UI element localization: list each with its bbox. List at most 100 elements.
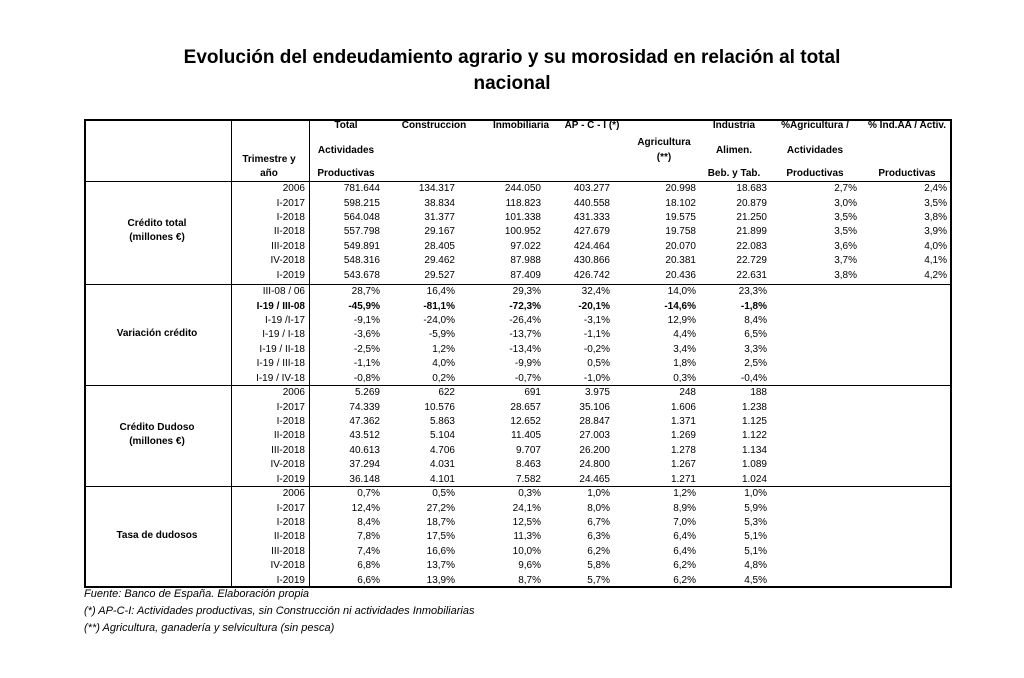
cell: 7,0%: [673, 517, 696, 528]
cell: 188: [750, 387, 767, 399]
cell: 118.823: [505, 197, 541, 209]
cell: 3,6%: [834, 240, 857, 252]
footnote: (*) AP-C-I: Actividades productivas, sin…: [84, 605, 475, 617]
cell: -5,9%: [428, 329, 455, 341]
cell: 3,5%: [834, 212, 857, 223]
cell: 12,9%: [667, 315, 696, 326]
cell: -0,7%: [514, 372, 541, 384]
cell: -0,4%: [740, 372, 767, 384]
rule: [84, 486, 950, 488]
cell: 18.102: [665, 197, 696, 209]
cell: 6,2%: [673, 574, 696, 586]
period: 2006: [282, 183, 305, 195]
cell: 6,8%: [357, 560, 380, 572]
title: Evolución del endeudamiento agrario y su…: [183, 47, 841, 68]
cell: 0,7%: [357, 488, 380, 500]
cell: 4,5%: [744, 574, 767, 586]
cell: 22.083: [736, 240, 767, 252]
period: I-2017: [276, 401, 305, 413]
period: II-2018: [273, 531, 305, 543]
cell: 4,0%: [924, 240, 947, 252]
cell: 1.238: [741, 401, 767, 413]
cell: 47.362: [349, 416, 380, 427]
cell: -1,0%: [583, 372, 610, 384]
period: I-19 / I-18: [262, 329, 305, 341]
cell: 6,2%: [673, 560, 696, 572]
section-label: Crédito total: [127, 218, 187, 230]
cell: 29.527: [424, 269, 455, 281]
rule: [84, 586, 950, 588]
cell: 4,0%: [432, 358, 455, 370]
cell: 2,7%: [834, 183, 857, 195]
cell: 40.613: [349, 444, 380, 456]
cell: 43.512: [349, 430, 380, 442]
cell: 543.678: [343, 269, 380, 281]
cell: 17,5%: [426, 531, 455, 543]
cell: -24,0%: [423, 315, 455, 326]
cell: 4,2%: [924, 269, 947, 281]
cell: 13,7%: [426, 560, 455, 572]
cell: 5,1%: [744, 545, 767, 557]
cell: 12,5%: [512, 517, 541, 528]
cell: -0,8%: [353, 372, 380, 384]
column-header: Productivas: [317, 168, 375, 179]
cell: 691: [524, 387, 541, 399]
cell: 0,2%: [432, 372, 455, 384]
cell: 12.652: [510, 416, 541, 427]
period: I-19 / II-18: [259, 343, 305, 355]
cell: -14,6%: [664, 300, 696, 312]
cell: 7,8%: [357, 531, 380, 543]
period: I-2017: [276, 502, 305, 514]
column-header: Total: [334, 120, 358, 131]
section-label: Tasa de dudosos: [116, 530, 198, 542]
cell: 20.381: [665, 255, 696, 267]
cell: 5,3%: [744, 517, 767, 528]
cell: 21.899: [736, 226, 767, 238]
cell: -45,9%: [348, 300, 380, 312]
cell: 87.988: [510, 255, 541, 267]
cell: -3,1%: [583, 315, 610, 326]
column-header: Inmobiliaria: [492, 120, 550, 131]
cell: 1.024: [741, 473, 767, 485]
cell: 3,9%: [924, 226, 947, 238]
cell: 1,8%: [673, 358, 696, 370]
cell: 9,6%: [518, 560, 541, 572]
cell: 134.317: [418, 183, 455, 195]
cell: 244.050: [504, 183, 541, 195]
cell: 3.975: [584, 387, 610, 399]
cell: 622: [438, 387, 455, 399]
cell: 1.278: [670, 444, 696, 456]
cell: 1.606: [670, 401, 696, 413]
cell: 0,3%: [673, 372, 696, 384]
cell: 248: [679, 387, 696, 399]
cell: 28.847: [579, 416, 610, 427]
cell: -9,1%: [353, 315, 380, 326]
cell: 8.463: [515, 459, 541, 471]
cell: 5.863: [429, 416, 455, 427]
section-label: (millones €): [129, 232, 185, 244]
column-header: Agricultura: [637, 137, 691, 148]
title: nacional: [473, 73, 551, 94]
cell: 8,0%: [587, 502, 610, 514]
cell: 2,5%: [744, 358, 767, 370]
period: III-08 / 06: [262, 286, 305, 298]
cell: 11.405: [511, 430, 541, 442]
cell: 5,9%: [744, 502, 767, 514]
cell: -1,1%: [583, 329, 610, 341]
cell: 3,7%: [834, 255, 857, 267]
footnote: Fuente: Banco de España. Elaboración pro…: [84, 588, 310, 600]
section-label: Variación crédito: [116, 328, 198, 340]
cell: 7,4%: [357, 545, 380, 557]
cell: 5,7%: [587, 574, 610, 586]
period: IV-2018: [270, 560, 305, 572]
cell: 4,1%: [924, 255, 947, 267]
cell: 24.465: [579, 473, 610, 485]
cell: 101.338: [504, 212, 541, 223]
cell: 430.866: [573, 255, 610, 267]
cell: 0,5%: [587, 358, 610, 370]
cell: 24,1%: [512, 502, 541, 514]
cell: 1.271: [670, 473, 696, 485]
period: I-2019: [276, 269, 305, 281]
period: I-2018: [276, 517, 305, 528]
